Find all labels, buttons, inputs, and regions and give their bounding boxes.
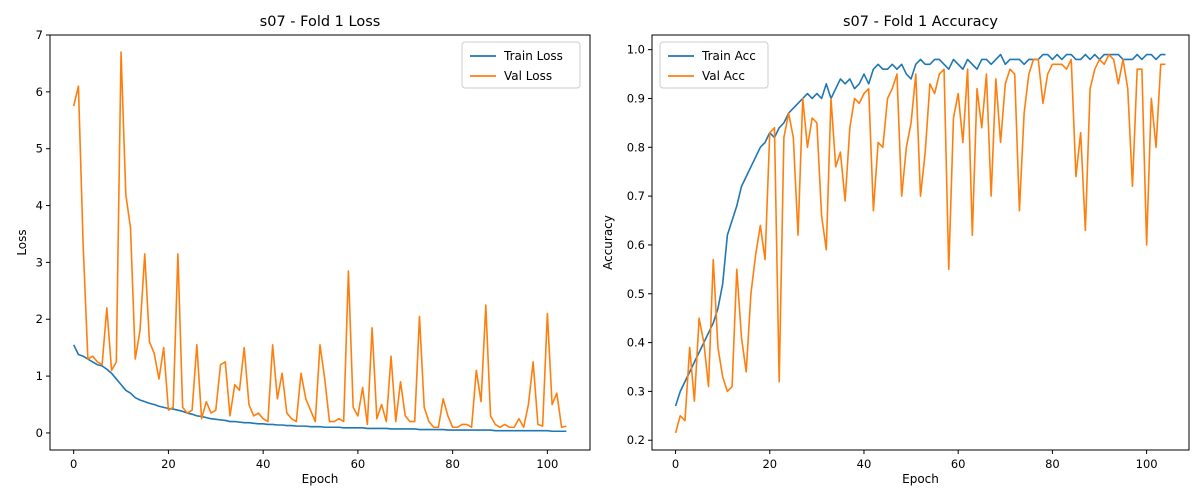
x-tick-label: 60 bbox=[351, 457, 366, 471]
y-tick-label: 1.0 bbox=[627, 43, 645, 57]
x-tick-label: 100 bbox=[1136, 457, 1158, 471]
legend: Train Loss Val Loss bbox=[461, 41, 581, 89]
chart-title: s07 - Fold 1 Loss bbox=[260, 14, 381, 30]
legend-label-1: Train Loss bbox=[503, 49, 563, 63]
axes-frame bbox=[651, 34, 1190, 451]
y-tick-label: 0.9 bbox=[627, 91, 645, 105]
chart-panel-2: 0 20 40 60 80 100 0.2 0.3 0.4 0.5 0.6 0.7 0.8 0.9 1.0 s… bbox=[601, 14, 1190, 486]
y-tick-label: 6 bbox=[36, 85, 43, 99]
y-tick-label: 5 bbox=[36, 142, 43, 156]
series-lines bbox=[674, 53, 1166, 434]
x-ticks: 0 20 40 60 80 100 bbox=[672, 450, 1158, 471]
y-tick-label: 0.7 bbox=[627, 189, 645, 203]
series-line-1 bbox=[674, 53, 1166, 407]
series-line-1 bbox=[72, 344, 567, 433]
x-tick-label: 20 bbox=[161, 457, 176, 471]
y-axis-label: Loss bbox=[15, 229, 29, 255]
series-line-2 bbox=[674, 53, 1166, 434]
y-axis-label: Accuracy bbox=[601, 215, 615, 270]
y-ticks: 0 1 2 3 4 5 6 7 bbox=[36, 28, 50, 440]
x-tick-label: 0 bbox=[672, 457, 679, 471]
axes-frame bbox=[49, 34, 591, 451]
y-ticks: 0.2 0.3 0.4 0.5 0.6 0.7 0.8 0.9 1.0 bbox=[627, 43, 652, 447]
y-tick-label: 0.4 bbox=[627, 336, 645, 350]
legend-label-2: Val Acc bbox=[702, 69, 745, 83]
y-tick-label: 7 bbox=[36, 28, 43, 42]
x-axis-label: Epoch bbox=[302, 472, 339, 486]
y-tick-label: 3 bbox=[36, 255, 43, 269]
x-tick-label: 80 bbox=[445, 457, 460, 471]
x-tick-label: 100 bbox=[536, 457, 558, 471]
x-ticks: 0 20 40 60 80 100 bbox=[70, 450, 558, 471]
x-tick-label: 60 bbox=[951, 457, 966, 471]
y-tick-label: 0.6 bbox=[627, 238, 645, 252]
legend-label-1: Train Acc bbox=[701, 49, 756, 63]
chart-panel-1: 0 20 40 60 80 100 0 1 2 3 4 5 6 7 s07 - Fold 1 Loss Epo… bbox=[15, 14, 591, 486]
y-tick-label: 2 bbox=[36, 312, 43, 326]
legend: Train Acc Val Acc bbox=[659, 41, 769, 89]
series-line-2 bbox=[72, 51, 567, 429]
x-tick-label: 80 bbox=[1045, 457, 1060, 471]
y-tick-label: 1 bbox=[36, 369, 43, 383]
y-tick-label: 0.3 bbox=[627, 384, 645, 398]
y-tick-label: 0.8 bbox=[627, 140, 645, 154]
y-tick-label: 0 bbox=[36, 426, 43, 440]
y-tick-label: 0.2 bbox=[627, 433, 645, 447]
y-tick-label: 0.5 bbox=[627, 287, 645, 301]
series-lines bbox=[72, 51, 567, 433]
y-tick-label: 4 bbox=[36, 199, 43, 213]
x-tick-label: 0 bbox=[70, 457, 77, 471]
x-tick-label: 40 bbox=[857, 457, 872, 471]
x-axis-label: Epoch bbox=[902, 472, 939, 486]
x-tick-label: 20 bbox=[762, 457, 777, 471]
x-tick-label: 40 bbox=[256, 457, 271, 471]
legend-label-2: Val Loss bbox=[504, 69, 552, 83]
chart-title: s07 - Fold 1 Accuracy bbox=[843, 14, 998, 30]
